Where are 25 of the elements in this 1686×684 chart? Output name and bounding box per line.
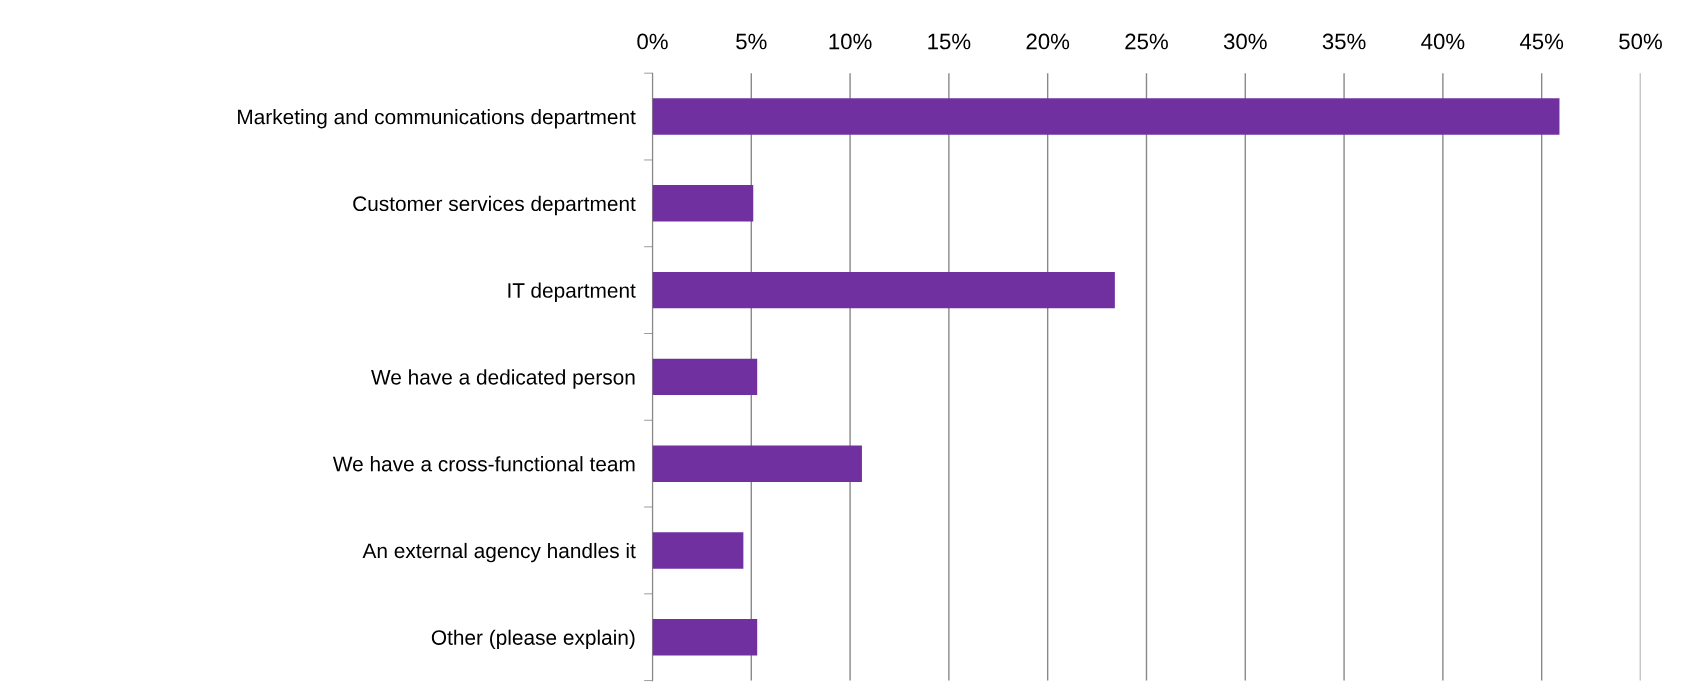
x-tick-label: 15% bbox=[928, 33, 971, 50]
y-tick-label: Customer services department bbox=[353, 195, 636, 216]
bar bbox=[652, 271, 1115, 309]
bar bbox=[652, 98, 1560, 135]
y-tick-label: Other (please explain) bbox=[431, 629, 635, 650]
bar bbox=[652, 618, 758, 656]
y-tick-label: IT department bbox=[508, 282, 636, 302]
bar bbox=[652, 185, 754, 222]
bar bbox=[652, 358, 758, 396]
x-tick-label: 0% bbox=[637, 33, 668, 50]
x-tick-label: 5% bbox=[736, 33, 767, 50]
y-tick-label: An external agency handles it bbox=[362, 542, 636, 563]
x-tick-label: 50% bbox=[1619, 33, 1662, 50]
bar bbox=[652, 445, 862, 482]
y-tick-label: Marketing and communications department bbox=[238, 109, 636, 129]
x-tick-label: 40% bbox=[1421, 33, 1465, 50]
x-tick-label: 10% bbox=[829, 33, 872, 50]
x-tick-label: 45% bbox=[1519, 33, 1564, 50]
x-tick-label: 30% bbox=[1223, 33, 1267, 50]
x-tick-label: 20% bbox=[1026, 33, 1070, 50]
y-tick-label: We have a cross-functional team bbox=[332, 456, 635, 472]
y-tick-label: We have a dedicated person bbox=[371, 369, 635, 389]
x-tick-label: 35% bbox=[1322, 33, 1366, 50]
bar bbox=[652, 532, 744, 569]
x-tick-label: 25% bbox=[1125, 33, 1168, 50]
